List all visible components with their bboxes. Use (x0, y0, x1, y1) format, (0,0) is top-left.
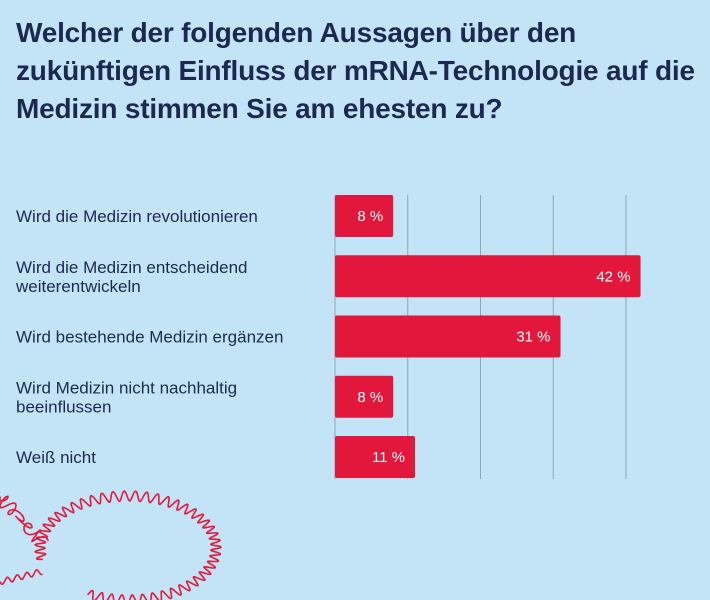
chart-title: Welcher der folgenden Aussagen über den … (16, 17, 695, 124)
bar (335, 315, 561, 358)
decorative-squiggle (0, 490, 222, 600)
bars (335, 195, 641, 478)
category-label: Wird bestehende Medizin ergänzen (16, 328, 283, 347)
category-labels: Wird die Medizin revolutionieren Wird die… (15, 207, 283, 467)
value-label: 31 % (516, 329, 550, 346)
category-label: Wird die Medizin revolutionieren (16, 207, 258, 226)
value-label: 42 % (596, 268, 630, 285)
category-label: Weiß nicht (16, 448, 96, 467)
bar (335, 375, 394, 418)
bar (335, 195, 394, 237)
value-label: 11 % (372, 449, 405, 466)
value-label: 8 % (357, 208, 383, 225)
value-label: 8 % (357, 389, 383, 406)
category-label: Wird die Medizin entscheidend weiterentwi… (15, 258, 248, 296)
value-labels: 8 % 42 % 31 % 8 % 11 % (357, 208, 630, 466)
bar (335, 255, 641, 298)
category-label: Wird Medizin nicht nachhaltig beeinflusse… (16, 378, 237, 416)
bar (335, 436, 416, 478)
